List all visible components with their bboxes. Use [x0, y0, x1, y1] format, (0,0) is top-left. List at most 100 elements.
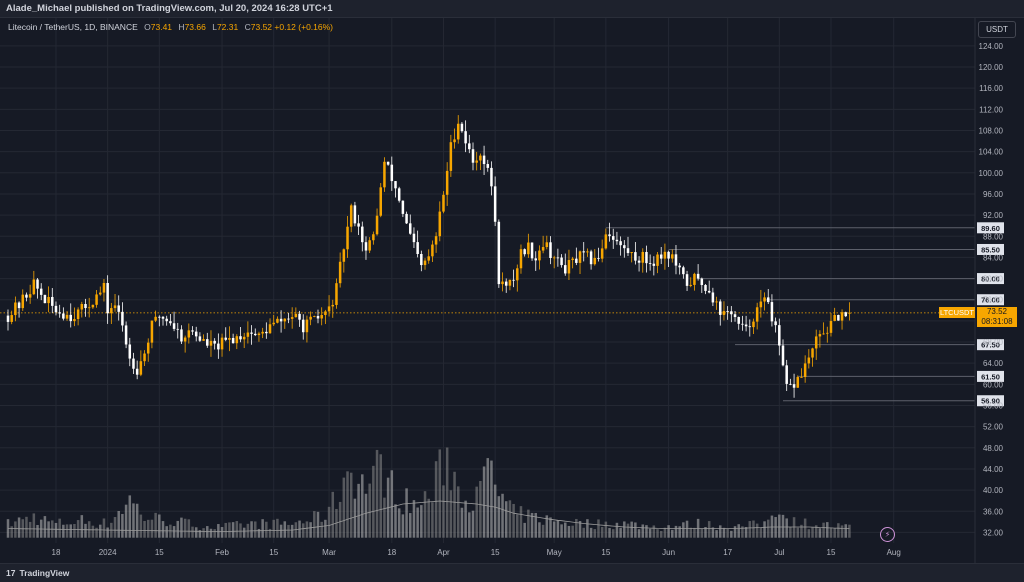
volume-bar — [552, 521, 556, 538]
legend-change: +0.12 (+0.16%) — [274, 22, 334, 32]
candle-body — [648, 263, 652, 264]
tradingview-logo[interactable]: 17 TradingView — [6, 564, 69, 582]
volume-bar — [844, 524, 847, 538]
volume-bar — [682, 522, 685, 538]
candle-body — [135, 368, 139, 375]
volume-bar — [106, 527, 109, 538]
candle-body — [187, 330, 191, 338]
y-tick-label: 68.00 — [983, 338, 1004, 347]
time-axis: 18 2024 15 Feb 15 Mar 18 Apr 15 May 15 Jun 17 Jul 15 Au… — [52, 548, 901, 557]
candle-body — [361, 226, 364, 243]
candle-body — [21, 294, 25, 309]
legend-high: 73.66 — [184, 22, 206, 32]
volume-bar — [848, 524, 851, 538]
x-tick-label: Feb — [215, 548, 229, 557]
candle-body — [778, 325, 781, 346]
volume-bar — [28, 521, 32, 538]
volume-bar — [36, 524, 39, 538]
volume-bar — [102, 518, 106, 538]
volume-bar — [69, 524, 72, 538]
candle-body — [497, 221, 501, 285]
volume-bar — [726, 529, 729, 538]
candle-body — [346, 226, 349, 250]
volume-bar — [538, 522, 541, 538]
y-tick-label: 88.00 — [983, 232, 1004, 241]
candle-body — [744, 324, 748, 327]
candle-body — [10, 315, 13, 322]
price-level-tag — [977, 339, 1004, 351]
candle-body — [224, 337, 227, 340]
candle-body — [239, 336, 242, 340]
volume-bar — [567, 525, 571, 538]
volume-bar — [608, 528, 611, 538]
volume-bar — [482, 466, 486, 538]
candle-body — [73, 319, 76, 322]
current-price: 73.52 — [986, 306, 1008, 316]
volume-bar — [202, 528, 205, 538]
volume-bar — [191, 526, 194, 538]
volume-bar — [468, 512, 471, 538]
candle-body — [62, 313, 65, 319]
candle-body — [54, 305, 58, 313]
volume-bar — [412, 500, 416, 538]
volume-bar — [792, 517, 796, 538]
candle-body — [789, 383, 792, 385]
volume-bar — [143, 520, 146, 538]
candle-body — [228, 337, 231, 340]
volume-bar — [287, 524, 290, 538]
candle-body — [231, 337, 235, 344]
volume-bar — [811, 527, 814, 538]
candle-body — [261, 331, 264, 334]
volume-ma — [7, 500, 850, 533]
candle-body — [287, 318, 290, 320]
candle-body — [250, 332, 253, 334]
x-tick-label: Mar — [322, 548, 336, 557]
candle-body — [301, 319, 305, 333]
current-price-label: 73.52 08:31:08 — [977, 306, 1017, 327]
volume-bar — [648, 528, 652, 538]
volume-bar — [560, 524, 563, 538]
candle-body — [803, 363, 807, 377]
candle-body — [209, 340, 213, 346]
candle-body — [475, 160, 478, 163]
candle-body — [541, 247, 545, 251]
legend-low: 72.31 — [216, 22, 239, 32]
volume-bar — [516, 514, 519, 538]
candle-body — [659, 254, 663, 259]
lightning-icon[interactable]: ⚡ — [880, 527, 895, 542]
candle-body — [693, 273, 696, 285]
volume-bar — [231, 522, 235, 538]
currency-button[interactable]: USDT — [978, 21, 1016, 38]
candle-body — [349, 205, 353, 227]
x-tick-label: 2024 — [99, 548, 117, 557]
candle-body — [102, 283, 106, 293]
candle-body — [445, 170, 449, 195]
candle-body — [51, 296, 54, 306]
candle-body — [619, 241, 622, 246]
y-tick-label: 36.00 — [983, 507, 1004, 516]
volume-bar — [176, 520, 180, 538]
y-tick-label: 40.00 — [983, 486, 1004, 495]
candle-body — [342, 249, 346, 262]
volume-bar — [685, 520, 689, 538]
volume-bar — [800, 524, 803, 538]
volume-bar — [497, 496, 501, 538]
chart-area[interactable]: 89.60 85.50 80.00 76.00 67.50 61.50 56.90 124.… — [0, 18, 1024, 563]
candle-body — [807, 357, 811, 364]
candlestick-chart[interactable]: 89.60 85.50 80.00 76.00 67.50 61.50 56.90 124.… — [0, 18, 1024, 563]
candle-body — [202, 339, 205, 341]
volume-bar — [91, 525, 95, 538]
volume-bar — [619, 527, 622, 538]
candle-body — [634, 252, 637, 261]
candle-body — [464, 131, 467, 144]
candle-body — [36, 279, 39, 289]
candle-body — [571, 258, 574, 261]
candle-body — [549, 242, 552, 259]
candle-countdown: 08:31:08 — [981, 316, 1013, 326]
volume-bar — [442, 485, 445, 538]
candle-body — [814, 336, 818, 349]
candle-body — [741, 323, 744, 325]
candle-body — [844, 312, 847, 317]
volume-bar — [501, 493, 504, 538]
candle-body — [143, 353, 146, 362]
